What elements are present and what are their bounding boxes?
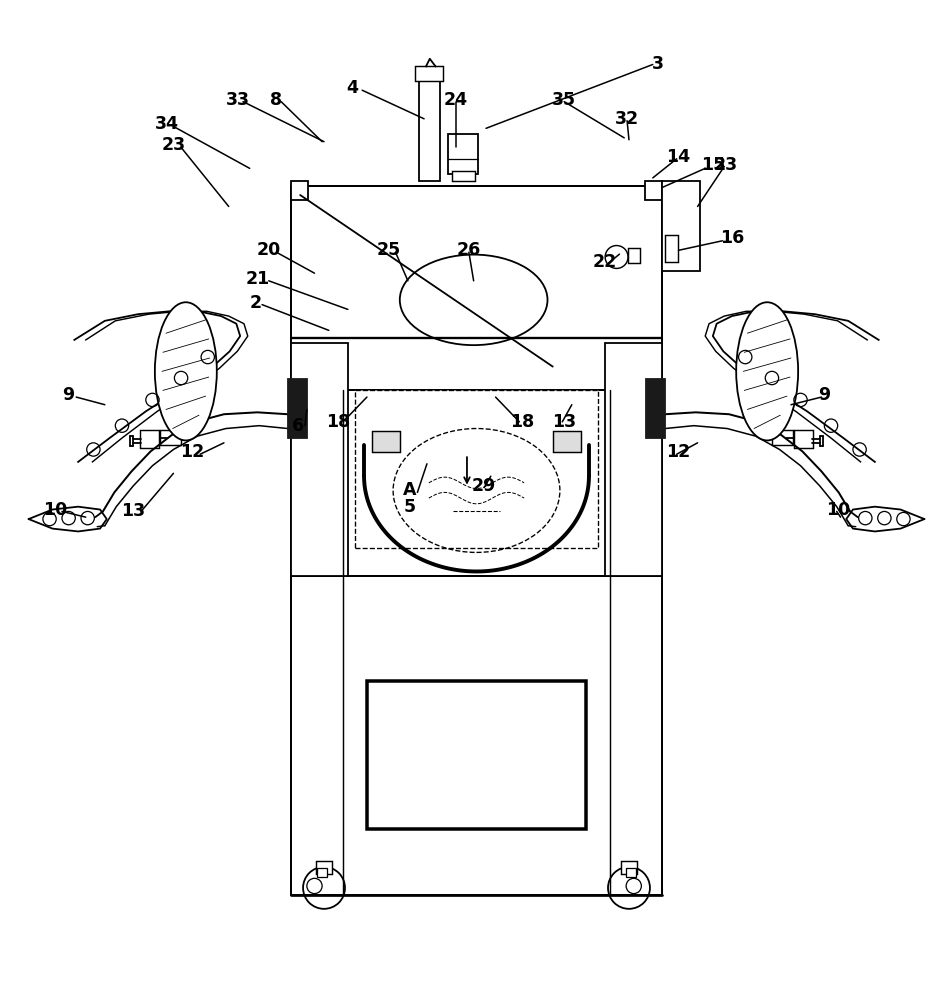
Text: 26: 26 bbox=[456, 241, 481, 259]
Bar bbox=[290, 181, 307, 200]
Text: 4: 4 bbox=[347, 79, 358, 97]
Text: 15: 15 bbox=[700, 156, 724, 174]
Bar bbox=[621, 861, 636, 874]
Bar bbox=[316, 861, 331, 874]
Text: 13: 13 bbox=[121, 502, 146, 520]
Polygon shape bbox=[845, 507, 923, 531]
Text: 25: 25 bbox=[376, 241, 401, 259]
Bar bbox=[552, 431, 581, 452]
Text: 18: 18 bbox=[326, 413, 350, 431]
Bar bbox=[419, 71, 440, 181]
Bar bbox=[605, 343, 662, 576]
Text: 6: 6 bbox=[292, 417, 304, 435]
Text: 32: 32 bbox=[614, 110, 639, 128]
Bar bbox=[290, 343, 347, 576]
Bar bbox=[625, 868, 635, 877]
Text: 12: 12 bbox=[180, 443, 205, 461]
Text: 13: 13 bbox=[551, 413, 576, 431]
Bar bbox=[290, 576, 662, 895]
Bar bbox=[447, 134, 478, 174]
Bar bbox=[371, 431, 400, 452]
Text: 22: 22 bbox=[592, 253, 617, 271]
Text: 35: 35 bbox=[551, 91, 576, 109]
Ellipse shape bbox=[154, 302, 216, 440]
Bar bbox=[317, 868, 327, 877]
Polygon shape bbox=[29, 507, 107, 531]
Bar bbox=[627, 248, 640, 263]
Bar bbox=[354, 390, 598, 548]
Text: 10: 10 bbox=[825, 501, 850, 519]
Text: 2: 2 bbox=[249, 294, 261, 312]
Bar bbox=[662, 181, 700, 271]
Bar bbox=[451, 171, 474, 181]
Bar bbox=[771, 430, 792, 445]
Text: 8: 8 bbox=[270, 91, 282, 109]
Bar bbox=[414, 66, 443, 81]
Text: 20: 20 bbox=[256, 241, 281, 259]
Bar bbox=[140, 430, 159, 448]
Bar bbox=[288, 379, 307, 438]
Text: 10: 10 bbox=[43, 501, 68, 519]
Bar bbox=[645, 181, 662, 200]
Text: 16: 16 bbox=[719, 229, 744, 247]
Bar bbox=[793, 430, 812, 448]
Bar bbox=[160, 430, 181, 445]
Text: 9: 9 bbox=[818, 386, 829, 404]
Bar bbox=[290, 390, 662, 576]
Bar bbox=[290, 186, 662, 390]
Text: 12: 12 bbox=[665, 443, 690, 461]
Bar bbox=[664, 235, 677, 262]
Text: 24: 24 bbox=[443, 91, 467, 109]
Text: 33: 33 bbox=[226, 91, 250, 109]
Text: 3: 3 bbox=[651, 55, 663, 73]
Text: A: A bbox=[403, 481, 416, 499]
Bar bbox=[367, 681, 585, 829]
Text: 14: 14 bbox=[665, 148, 690, 166]
Text: 23: 23 bbox=[713, 156, 738, 174]
Text: 23: 23 bbox=[161, 136, 186, 154]
Text: 5: 5 bbox=[404, 498, 415, 516]
Text: 34: 34 bbox=[154, 115, 179, 133]
Text: 21: 21 bbox=[245, 270, 269, 288]
Text: 29: 29 bbox=[471, 477, 496, 495]
Text: 9: 9 bbox=[63, 386, 74, 404]
Bar bbox=[645, 379, 664, 438]
Ellipse shape bbox=[735, 302, 797, 440]
Text: 18: 18 bbox=[509, 413, 534, 431]
